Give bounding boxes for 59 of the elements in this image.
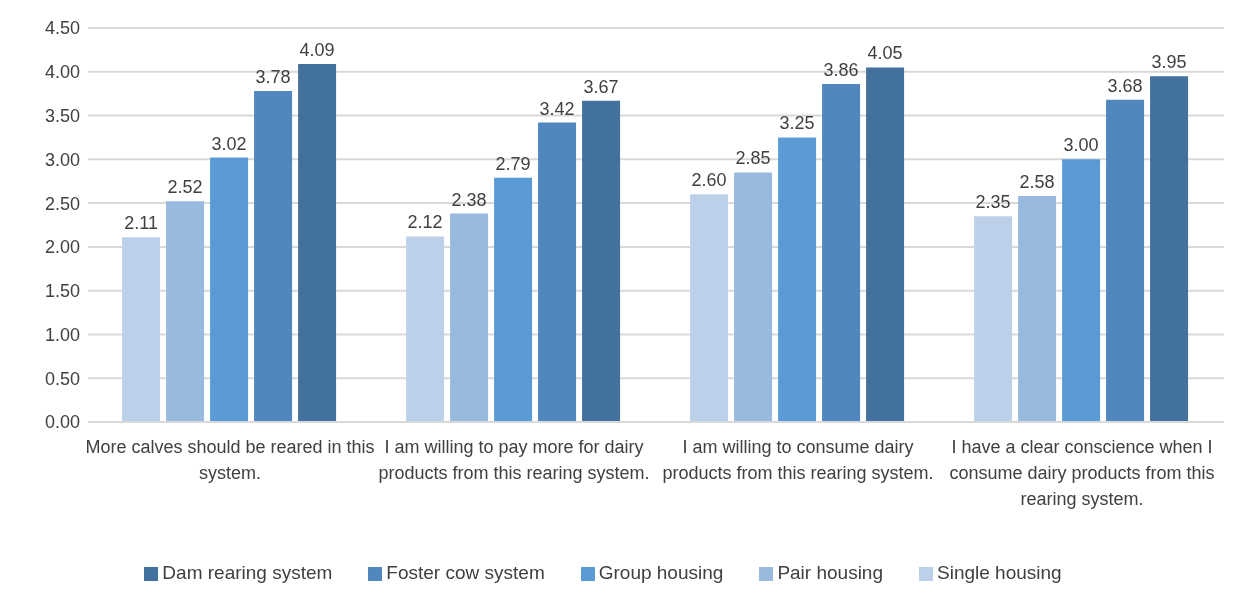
bar: [1106, 99, 1145, 422]
data-label: 2.79: [495, 153, 531, 174]
x-tick-label: More calves should be reared in this system.: [85, 436, 375, 483]
bar: [166, 201, 205, 422]
legend-label: Dam rearing system: [162, 562, 333, 583]
bar: [450, 213, 489, 422]
bar: [1062, 159, 1101, 422]
data-label: 3.68: [1107, 75, 1143, 96]
legend-label: Pair housing: [777, 562, 883, 583]
data-label: 4.09: [299, 39, 335, 60]
bar: [866, 67, 905, 422]
y-tick-label: 1.00: [44, 324, 80, 345]
y-tick-label: 4.00: [44, 62, 80, 83]
data-label: 3.02: [211, 133, 247, 154]
bar: [538, 122, 577, 422]
data-label: 2.35: [975, 192, 1011, 213]
y-tick-label: 3.00: [44, 149, 80, 170]
bar: [974, 216, 1013, 422]
y-tick-label: 2.00: [44, 237, 80, 258]
data-label: 3.42: [539, 98, 575, 119]
x-tick-label: I am willing to pay more for dairy products from this rearing system.: [378, 436, 650, 483]
bar: [822, 84, 861, 422]
y-tick-label: 2.50: [44, 193, 80, 214]
bar: [494, 177, 533, 422]
bar: [1150, 76, 1189, 422]
y-tick-label: 3.50: [44, 105, 80, 126]
data-label: 3.00: [1063, 135, 1099, 156]
bar: [298, 63, 337, 422]
data-label: 3.86: [823, 60, 859, 81]
data-label: 2.85: [735, 148, 771, 169]
bar: [582, 100, 621, 422]
data-label: 2.38: [451, 189, 487, 210]
bar: [778, 137, 817, 422]
bar: [690, 194, 729, 422]
data-label: 3.67: [583, 76, 619, 97]
y-tick-label: 0.50: [44, 368, 80, 389]
data-label: 3.78: [255, 67, 291, 88]
y-tick-label: 0.00: [44, 412, 80, 433]
data-label: 2.58: [1019, 172, 1055, 193]
y-tick-label: 4.50: [44, 18, 80, 39]
data-label: 2.11: [124, 213, 158, 234]
data-label: 3.95: [1151, 52, 1187, 73]
data-label: 3.25: [779, 113, 815, 134]
legend-label: Foster cow system: [386, 562, 545, 583]
bar: [406, 236, 445, 422]
bar: [254, 91, 293, 422]
bar: [210, 157, 249, 422]
x-tick-label: I have a clear conscience when I consume dairy products from this rearing system.: [949, 436, 1215, 509]
legend-label: Group housing: [598, 562, 724, 583]
legend-label: Single housing: [937, 562, 1062, 583]
data-label: 4.05: [867, 43, 903, 64]
data-label: 2.12: [407, 212, 443, 233]
bar: [122, 237, 161, 422]
data-label: 2.52: [167, 177, 203, 198]
bar: [1018, 196, 1057, 422]
bar: [734, 172, 773, 422]
data-label: 2.60: [691, 170, 727, 191]
y-tick-label: 1.50: [44, 281, 80, 302]
x-tick-label: I am willing to consume dairy products from this rearing system.: [662, 436, 934, 483]
